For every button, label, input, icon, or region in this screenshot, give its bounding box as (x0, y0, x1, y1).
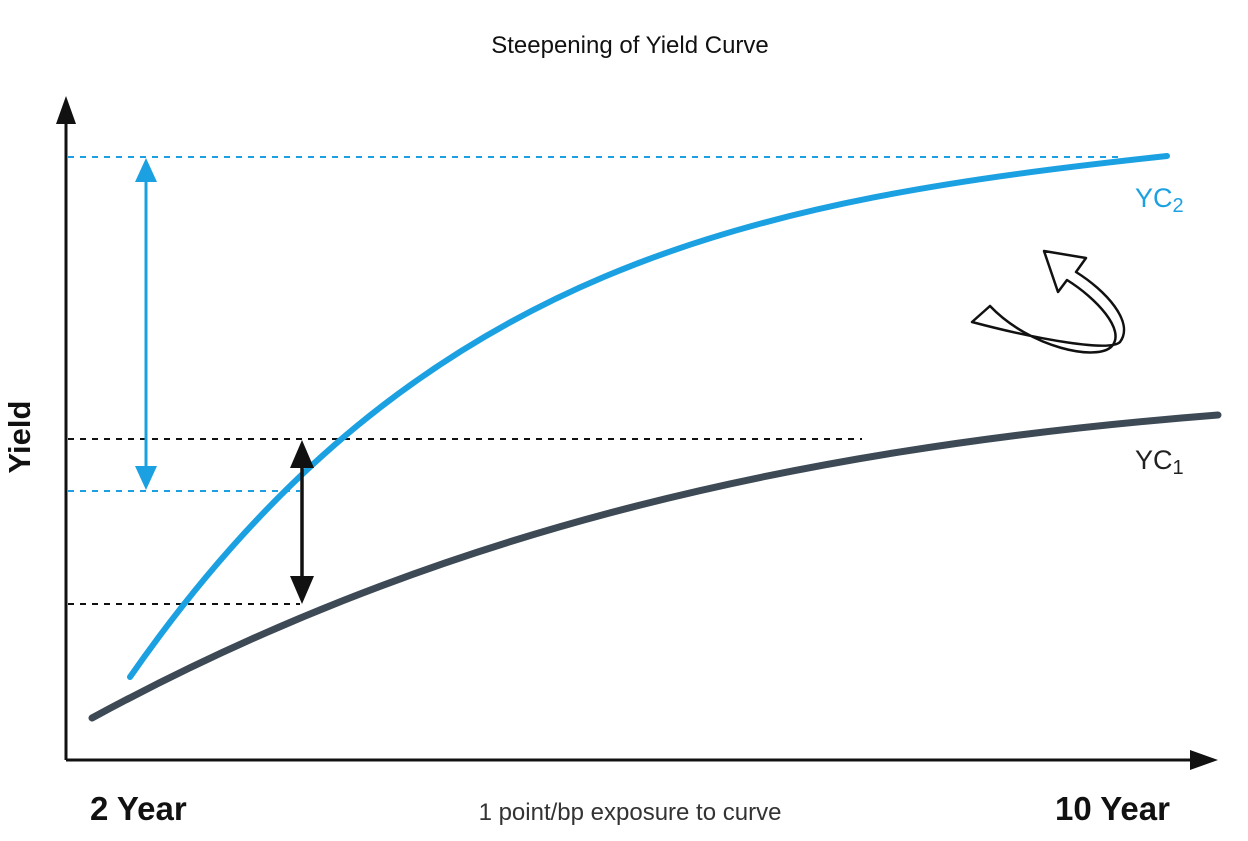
x-tick-2-year: 2 Year (90, 790, 187, 827)
series-label-yc1: YC1 (1135, 445, 1184, 479)
series-label-yc2-subscript: 2 (1173, 195, 1184, 217)
series-label-yc2: YC2 (1135, 183, 1184, 217)
series-line-yc1 (88, 411, 1222, 722)
y-axis-arrowhead (56, 96, 76, 124)
x-axis-arrowhead (1190, 750, 1218, 770)
rotation-arrow-icon (970, 249, 1126, 354)
x-axis-label: 1 point/bp exposure to curve (479, 799, 782, 826)
series-label-yc1-main: YC (1135, 445, 1173, 475)
chart-title: Steepening of Yield Curve (491, 32, 769, 59)
spread-arrow-yc2-head-bottom (135, 466, 157, 490)
series-line-yc2 (127, 153, 1170, 680)
spread-arrow-yc2-head-top (135, 158, 157, 182)
x-tick-10-year: 10 Year (1055, 790, 1170, 827)
series-label-yc1-subscript: 1 (1173, 457, 1184, 479)
spread-arrow-yc1-head-bottom (290, 576, 314, 604)
spread-arrow-yc1-head-top (290, 440, 314, 468)
series-label-yc2-main: YC (1135, 183, 1173, 213)
y-axis-label: Yield (2, 401, 37, 474)
